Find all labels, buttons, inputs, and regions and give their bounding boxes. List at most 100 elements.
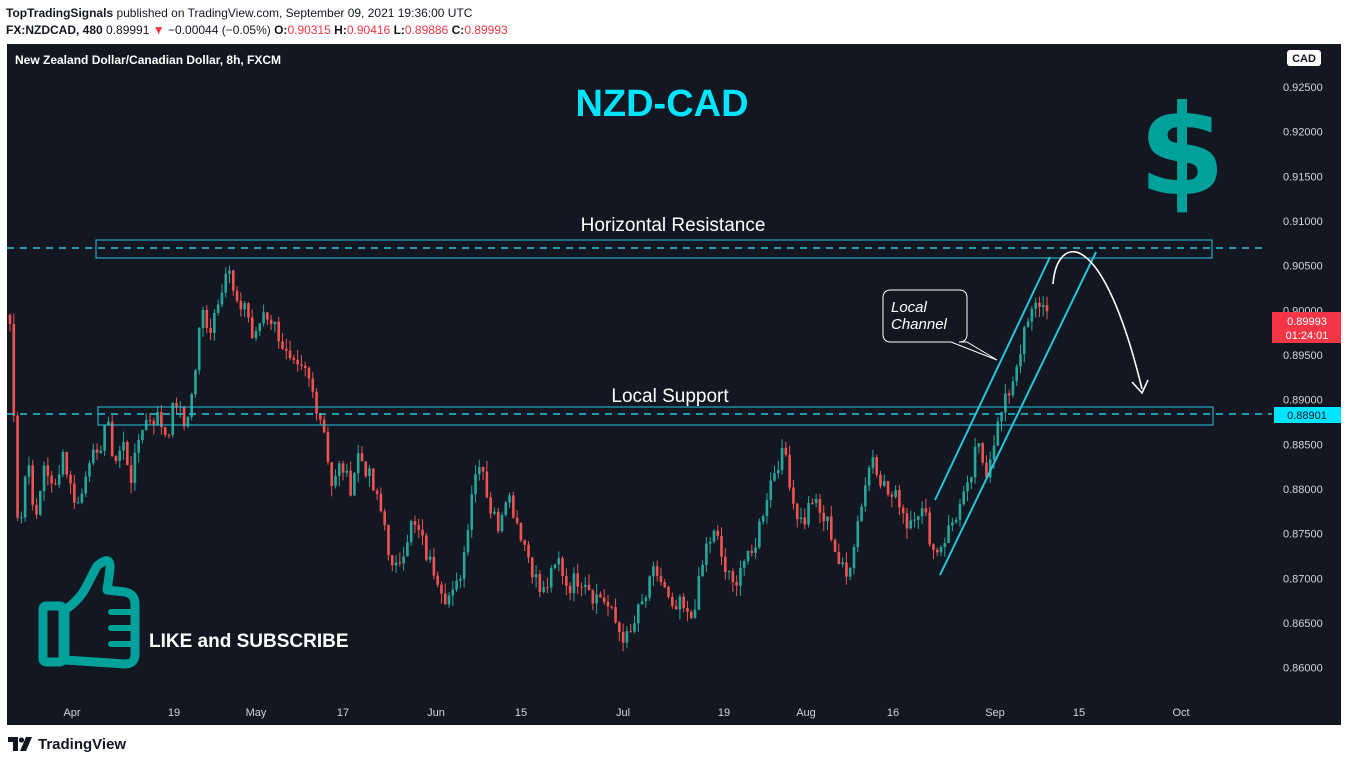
high-value: 0.90416 <box>346 23 391 37</box>
price-tick-label: 0.88000 <box>1283 484 1323 496</box>
tradingview-logo-icon <box>8 737 32 751</box>
close-value: 0.89993 <box>464 23 508 37</box>
candle-body <box>932 544 935 550</box>
time-tick-label: 15 <box>515 707 527 719</box>
publisher-name[interactable]: TopTradingSignals <box>6 6 114 20</box>
resistance-zone <box>95 239 1213 259</box>
candle-body <box>300 364 303 366</box>
candle-body <box>368 468 371 477</box>
candle-body <box>811 502 814 504</box>
candle-body <box>443 593 447 605</box>
candle-body <box>273 321 277 325</box>
candle-body <box>549 568 553 588</box>
candle-body <box>209 327 212 333</box>
candle-body <box>69 474 72 484</box>
candle-body <box>277 321 281 342</box>
price-change: −0.00044 (−0.05%) <box>168 23 271 37</box>
time-tick-label: 19 <box>168 707 180 719</box>
candle-body <box>76 502 80 504</box>
candle-body <box>1041 305 1045 308</box>
candle-body <box>440 584 443 594</box>
candle-body <box>523 540 527 545</box>
candle-body <box>591 590 595 604</box>
channel-lower-line <box>939 251 1097 576</box>
cta-text[interactable]: LIKE and SUBSCRIBE <box>149 631 349 652</box>
candle-body <box>807 502 810 525</box>
candle-body <box>269 319 273 325</box>
candle-body <box>394 562 398 566</box>
candle-body <box>769 480 773 500</box>
candle-body <box>126 441 129 466</box>
candle-body <box>182 406 186 427</box>
candle-body <box>326 432 330 463</box>
candle-body <box>712 530 716 542</box>
low-label: L: <box>393 23 405 37</box>
candle-body <box>546 587 549 589</box>
candle-body <box>353 473 356 496</box>
candle-body <box>970 477 973 483</box>
candle-body <box>156 412 159 425</box>
candle-body <box>727 571 731 573</box>
candle-body <box>1038 302 1041 308</box>
price-axis[interactable]: 0.925000.920000.915000.910000.905000.900… <box>1283 82 1323 675</box>
candle-body <box>235 290 239 301</box>
candle-body <box>784 447 788 455</box>
candle-body <box>1034 302 1037 309</box>
candle-body <box>364 461 368 477</box>
candle-body <box>599 594 602 598</box>
candle-body <box>746 550 750 562</box>
candle-body <box>379 494 383 512</box>
candle-body <box>667 586 670 597</box>
price-tick-label: 0.91500 <box>1283 171 1323 183</box>
candle-body <box>708 541 712 544</box>
candle-body <box>852 546 856 568</box>
candle-body <box>663 581 667 587</box>
chart-panel[interactable]: Horizontal Resistance Local Support Loca… <box>7 44 1341 725</box>
candle-body <box>947 525 950 544</box>
time-tick-label: 17 <box>337 707 349 719</box>
candle-body <box>833 539 837 553</box>
candle-body <box>470 494 474 530</box>
candle-body <box>481 467 485 472</box>
candle-body <box>447 595 451 605</box>
time-tick-label: 16 <box>887 707 899 719</box>
thumbs-up-icon[interactable] <box>38 556 140 669</box>
candle-body <box>485 471 489 498</box>
candle-body <box>406 542 409 557</box>
support-zone <box>97 406 1214 426</box>
candle-body <box>678 596 682 610</box>
candle-body <box>91 449 95 464</box>
candle-body <box>292 358 296 360</box>
publish-info: TopTradingSignals published on TradingVi… <box>6 6 472 20</box>
price-tick-label: 0.87500 <box>1283 529 1323 541</box>
candle-body <box>307 367 311 379</box>
candle-body <box>724 556 727 573</box>
price-tick-label: 0.90500 <box>1283 261 1323 273</box>
candle-body <box>477 467 481 475</box>
candle-body <box>636 604 640 624</box>
candle-body <box>171 402 175 436</box>
price-chart[interactable]: Horizontal Resistance Local Support Loca… <box>7 44 1341 725</box>
currency-badge[interactable] <box>1287 50 1321 66</box>
candle-body <box>1004 393 1007 413</box>
candle-body <box>462 552 466 579</box>
candle-body <box>576 573 580 587</box>
candle-body <box>231 270 235 291</box>
candle-body <box>682 596 685 608</box>
candle-body <box>587 584 591 591</box>
candle-body <box>530 557 534 578</box>
price-tick-label: 0.86000 <box>1283 663 1323 675</box>
time-axis[interactable]: Apr 19 May 17 Jun 15 Jul 19 Aug 16 Sep 15 Oct <box>63 707 1189 719</box>
candle-body <box>837 552 841 565</box>
tradingview-footer[interactable]: TradingView <box>8 734 126 754</box>
candle-body <box>122 441 125 451</box>
candle-body <box>133 452 137 483</box>
candle-body <box>315 391 318 414</box>
candle-body <box>504 502 508 515</box>
candle-body <box>742 561 746 568</box>
symbol-label: FX:NZDCAD, 480 <box>6 23 103 37</box>
candle-body <box>466 529 470 553</box>
candle-body <box>913 519 916 521</box>
dollar-icon: $ <box>1139 79 1226 224</box>
candle-body <box>322 419 326 433</box>
